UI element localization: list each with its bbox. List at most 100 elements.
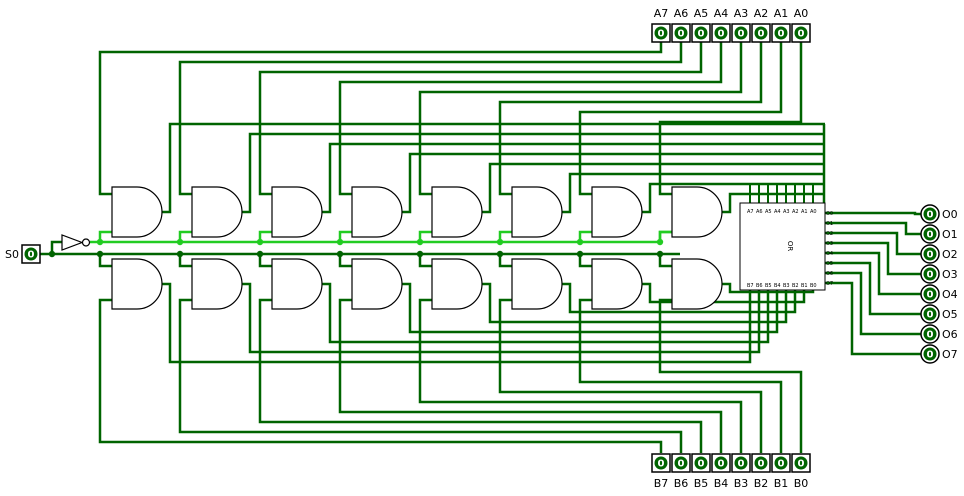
wire-a3 (418, 42, 743, 196)
pin-a-label: A6 (674, 7, 689, 20)
or-pin-label-bottom: B7 (747, 283, 754, 289)
wire-sel-branch (258, 254, 272, 268)
or-pin-label-top: A3 (783, 209, 790, 215)
not-gate (61, 234, 91, 251)
out-o0-label: O0 (942, 208, 958, 221)
pin-b6-led (674, 456, 688, 470)
junction-dot (336, 250, 344, 258)
or-pin-label-bottom: B0 (810, 283, 817, 289)
pin-b2-value: 0 (758, 459, 765, 470)
pin-a-label: A5 (694, 7, 709, 20)
pin-b3-led (734, 456, 748, 470)
junction-dot (256, 250, 264, 258)
wire (658, 230, 672, 242)
out-o6-value: 0 (927, 330, 934, 341)
or-pin-label-out: O3 (826, 241, 833, 247)
wire-and-b7 (162, 282, 752, 364)
out-o6-led (923, 327, 937, 341)
and-gate-a5 (271, 186, 323, 238)
or-pin-label-top: A5 (765, 209, 772, 215)
and-gate-b3 (431, 258, 483, 310)
out-o5-label: O5 (942, 308, 958, 321)
wire-b2 (498, 298, 763, 453)
pin-a-label: A4 (714, 7, 729, 20)
or-pin-label-top: A4 (774, 209, 781, 215)
or-pin-label-top: A1 (801, 209, 808, 215)
pin-b-label: B6 (674, 477, 689, 490)
wire-out1 (825, 221, 922, 236)
pin-b5-value: 0 (698, 459, 705, 470)
pin-b5-led (694, 456, 708, 470)
wire-a2 (498, 42, 763, 196)
wire-inv-branch (578, 230, 592, 242)
pin-a7-led (654, 26, 668, 40)
out-o1-value: 0 (927, 230, 934, 241)
and-gate-a0 (671, 186, 723, 238)
pin-a2-value: 0 (758, 29, 765, 40)
and-gate-a3 (431, 186, 483, 238)
pin-b1-value: 0 (778, 459, 785, 470)
wire-sel-branch (418, 254, 432, 268)
wire-and-a5 (322, 142, 825, 214)
or-pin-label-bottom: B4 (774, 283, 781, 289)
pin-b-label: B3 (734, 477, 749, 490)
pin-a-label: A0 (794, 7, 809, 20)
out-o1-led (923, 227, 937, 241)
wire-out3 (825, 241, 922, 276)
io-pins: 0 A7 0 A6 0 A5 0 A4 0 A3 0 A2 0 A1 0 A0 0 B7 0 B6 0 B5 0 B4 0 B3 0… (5, 7, 958, 490)
junction-dot (96, 238, 104, 246)
wire-and-a3 (482, 162, 825, 214)
and-gate-a4 (351, 186, 403, 238)
out-o4-label: O4 (942, 288, 958, 301)
wire-inv-branch (258, 230, 272, 242)
wire-a7 (98, 42, 663, 196)
wire-and-a6 (242, 132, 825, 214)
junction-dot (496, 250, 504, 258)
or-pin-label-out: O7 (826, 281, 833, 287)
pin-s0-led (24, 247, 38, 261)
and-gate-b4 (351, 258, 403, 310)
out-o2-label: O2 (942, 248, 958, 261)
wire-sel-branch (658, 254, 672, 268)
gates (111, 186, 723, 310)
wire-a0 (658, 42, 803, 196)
pin-a-label: A3 (734, 7, 749, 20)
junction-dot (576, 250, 584, 258)
pin-b7-value: 0 (658, 459, 665, 470)
pin-b-label: B1 (774, 477, 789, 490)
pin-b-label: B2 (754, 477, 769, 490)
wire-and-a1 (642, 182, 825, 214)
pin-a1-led (774, 26, 788, 40)
pin-a4-led (714, 26, 728, 40)
pin-s0-value: 0 (28, 250, 35, 261)
pin-b-label: B7 (654, 477, 669, 490)
or-pin-label-bottom: B1 (801, 283, 808, 289)
pin-b-label: B4 (714, 477, 729, 490)
wire-a6 (178, 42, 683, 196)
pin-a0-led (794, 26, 808, 40)
or-block: OR A7 B7 O0 A6 B6 O1 A5 B5 O2 A4 B4 O3 A3 B3 O4 A2 B2 O5 A… (739, 202, 833, 291)
wire-out6 (825, 271, 922, 336)
pin-a-label: A2 (754, 7, 769, 20)
pin-a5-value: 0 (698, 29, 705, 40)
or-pin-label-top: A6 (756, 209, 763, 215)
or-pin-label-out: O6 (826, 271, 833, 277)
pin-a7-value: 0 (658, 29, 665, 40)
junction-dot (416, 250, 424, 258)
junction-dot (176, 238, 184, 246)
out-o5-value: 0 (927, 310, 934, 321)
and-gate-a1 (591, 186, 643, 238)
and-gate-a2 (511, 186, 563, 238)
wire-out4 (825, 251, 922, 296)
or-block-title: OR (786, 241, 794, 252)
junction-dot (256, 238, 264, 246)
wire-and-a2 (562, 172, 825, 214)
pin-b0-value: 0 (798, 459, 805, 470)
wire-a5 (258, 42, 703, 196)
pin-b6-value: 0 (678, 459, 685, 470)
junction-dot (416, 238, 424, 246)
out-o2-led (923, 247, 937, 261)
pin-b-label: B5 (694, 477, 709, 490)
junction-dot (336, 238, 344, 246)
